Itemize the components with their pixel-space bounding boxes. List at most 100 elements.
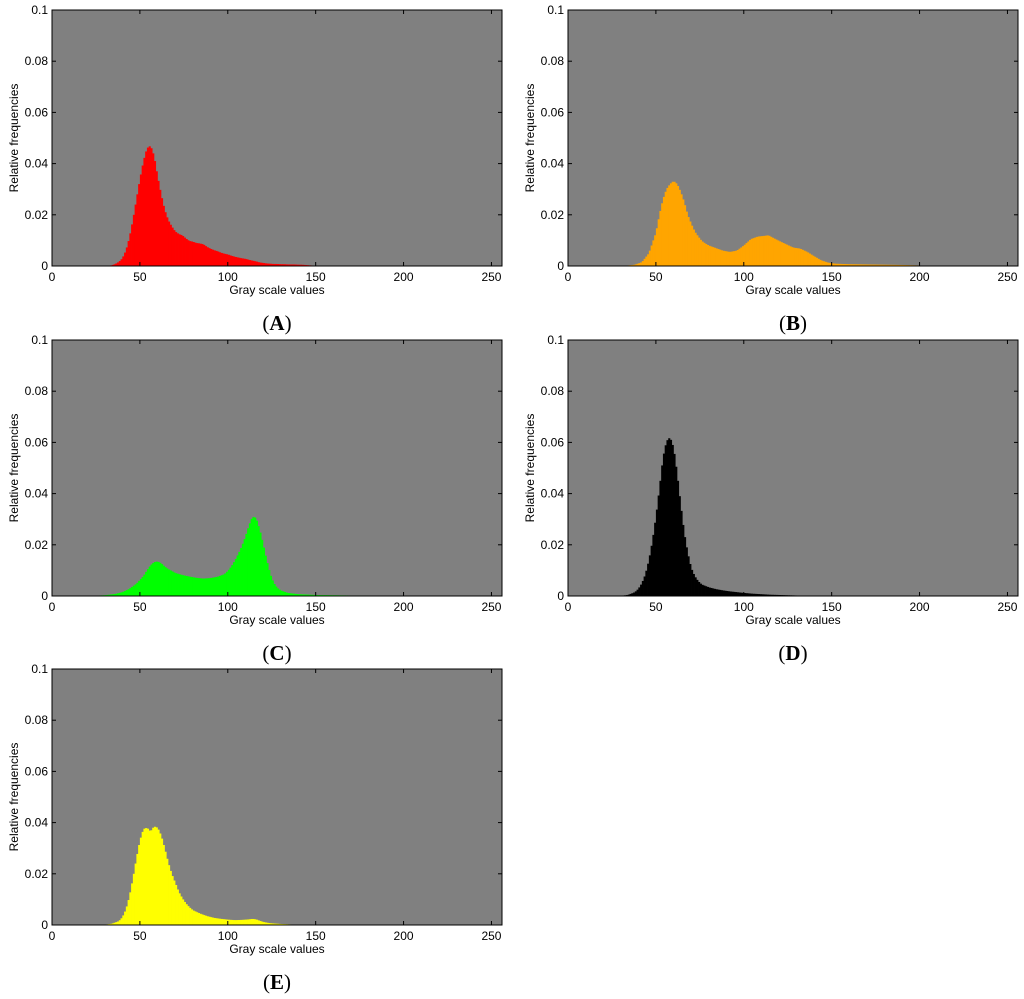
histogram-bar [164, 567, 167, 596]
histogram-bar [687, 217, 690, 266]
histogram-bar [248, 260, 251, 266]
y-tick-label: 0.06 [25, 435, 49, 449]
histogram-bar [763, 594, 766, 596]
plot-background [568, 340, 1018, 596]
histogram-bars [104, 826, 299, 925]
histogram-bar [197, 578, 201, 596]
histogram-bar [208, 248, 211, 266]
histogram-bar [141, 165, 144, 266]
histogram-bar [657, 219, 660, 266]
histogram-bar [257, 262, 260, 266]
histogram-bar [146, 569, 150, 596]
histogram-bar [817, 258, 820, 266]
histogram-bar [250, 260, 253, 266]
histogram-bar [740, 247, 743, 266]
histogram-bar [780, 242, 783, 266]
histogram-bar [125, 247, 128, 266]
histogram-bar [692, 573, 695, 596]
y-tick-label: 0.06 [25, 764, 49, 778]
histogram-bar [766, 235, 769, 266]
histogram-bar [148, 146, 151, 266]
x-tick-label: 150 [306, 270, 326, 284]
histogram-bar [645, 256, 648, 266]
histogram-bar [166, 858, 169, 925]
histogram-bar [759, 236, 762, 266]
histogram-panel-c: 0 50 100 150 200 250 0 0.02 0.04 0.06 0.08 0.1 Gray … [7, 333, 503, 665]
histogram-bar [245, 259, 248, 266]
histogram-bar [638, 263, 641, 266]
histogram-bar [197, 243, 201, 266]
x-axis-label: Gray scale values [745, 283, 840, 297]
y-tick-label: 0.02 [25, 538, 49, 552]
histogram-bar [706, 586, 709, 596]
histogram-bar [833, 263, 836, 266]
panel-label: (C) [262, 641, 291, 665]
histogram-bar [243, 538, 246, 596]
histogram-bar [262, 922, 266, 925]
histogram-bar [671, 444, 674, 596]
histogram-bar [749, 239, 752, 266]
histogram-bar [238, 257, 241, 266]
histogram-bar [277, 588, 280, 596]
histogram-bar [201, 914, 204, 925]
histogram-bar [699, 583, 702, 596]
histogram-bar [838, 263, 841, 266]
histogram-bar [110, 923, 113, 925]
histogram-bar [678, 189, 681, 266]
histogram-bar [742, 246, 745, 266]
histogram-bar [132, 214, 135, 266]
histogram-bar [115, 593, 118, 596]
histogram-bar [271, 263, 274, 266]
histogram-bar [197, 913, 201, 925]
histogram-bar [131, 224, 134, 266]
x-axis-label: Gray scale values [229, 942, 324, 956]
histogram-bar [124, 252, 127, 266]
x-tick-label: 0 [49, 929, 56, 943]
histogram-bar [662, 453, 666, 596]
histogram-bar [233, 920, 236, 925]
histogram-bar [247, 528, 250, 596]
histogram-bar [190, 909, 193, 925]
histogram-bar [264, 922, 267, 925]
histogram-bar [159, 833, 162, 925]
histogram-bar [743, 244, 746, 266]
histogram-bar [647, 563, 650, 596]
histogram-bar [150, 830, 153, 925]
histogram-bar [835, 263, 838, 266]
histogram-bar [233, 562, 236, 596]
histogram-bar [220, 252, 223, 266]
histogram-bar [222, 919, 225, 925]
histogram-bar [657, 495, 660, 596]
histogram-bar [313, 594, 317, 596]
histogram-bar [298, 594, 301, 596]
x-tick-label: 0 [49, 600, 56, 614]
histogram-bar [278, 923, 281, 925]
histogram-bar [206, 247, 209, 266]
histogram-bar [234, 920, 237, 925]
histogram-bar [196, 243, 199, 266]
histogram-bar [150, 564, 153, 596]
histogram-bar [299, 264, 302, 266]
histogram-bar [662, 196, 666, 266]
histogram-bar [189, 907, 192, 925]
histogram-bar [236, 555, 239, 596]
histogram-bar [775, 594, 778, 596]
histogram-bar [705, 586, 708, 596]
histogram-bar [747, 593, 750, 596]
x-axis-label: Gray scale values [229, 613, 324, 627]
histogram-bar [199, 913, 202, 925]
histogram-bar [117, 262, 120, 266]
histogram-bar [269, 923, 273, 925]
histogram-bar [879, 264, 882, 266]
histogram-bar [720, 590, 724, 596]
histogram-bar [175, 573, 178, 596]
histogram-bar [733, 251, 736, 266]
histogram-bar [108, 594, 111, 596]
histogram-bar [750, 238, 753, 266]
histogram-bar [843, 264, 847, 266]
histogram-bars [620, 181, 938, 266]
histogram-bar [143, 828, 146, 925]
histogram-bar [761, 594, 764, 596]
histogram-bar [886, 264, 889, 266]
histogram-bar [259, 920, 262, 925]
